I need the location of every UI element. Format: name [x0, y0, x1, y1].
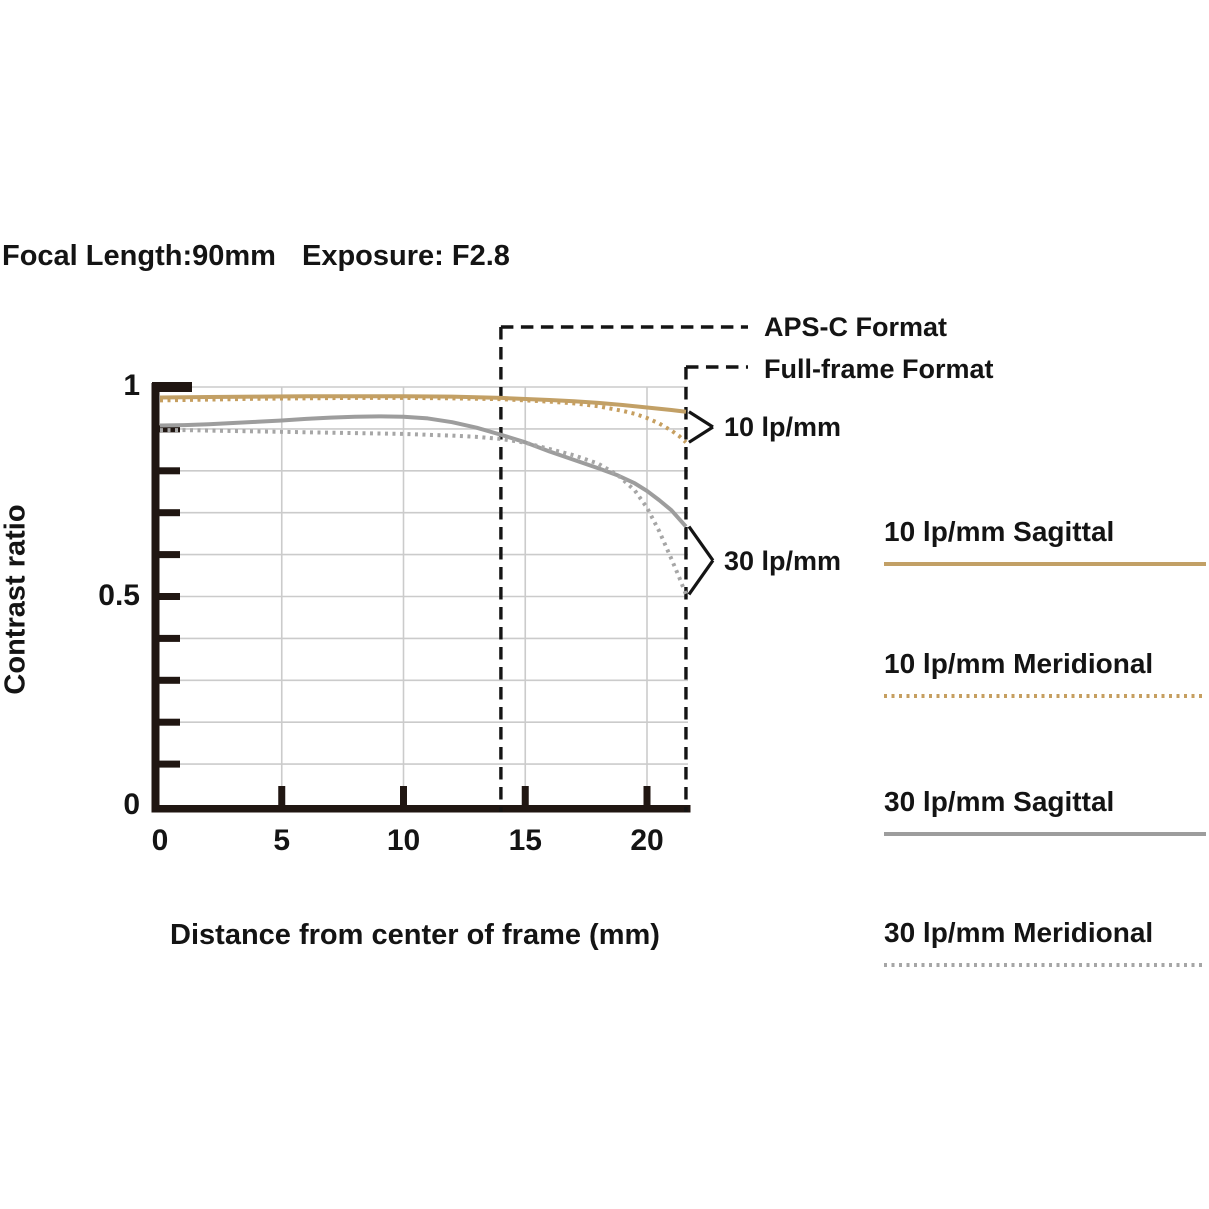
legend-line-sample [884, 832, 1206, 836]
plot-axes [151, 383, 691, 813]
y-tick [158, 634, 180, 642]
x-tick [643, 786, 651, 805]
x-tick-label: 10 [386, 824, 421, 857]
plot-ticks [152, 382, 651, 805]
y-tick-label: 1 [123, 369, 140, 402]
legend-line-sample [884, 562, 1206, 566]
y-tick [158, 509, 180, 517]
y-tick [158, 760, 180, 768]
x-axis-label: Distance from center of frame (mm) [170, 919, 660, 951]
curve-group-label-30lpmm: 30 lp/mm [724, 546, 842, 576]
bracket-line [688, 410, 714, 429]
legend-item: 30 lp/mm Sagittal [884, 786, 1208, 836]
legend-line-sample [884, 963, 1206, 967]
format-boundary-lines [499, 325, 748, 812]
legend-label: 30 lp/mm Sagittal [884, 786, 1115, 817]
bracket-line [687, 559, 715, 596]
x-tick [400, 786, 407, 805]
legend-label: 10 lp/mm Meridional [884, 648, 1154, 679]
legend-line-sample [884, 694, 1206, 698]
y-tick [158, 676, 180, 684]
y-tick-label: 0 [123, 788, 140, 821]
bracket-line [688, 425, 714, 444]
mtf-curves [159, 394, 688, 596]
legend-item: 10 lp/mm Sagittal [884, 516, 1208, 566]
curve-group-label-10lpmm: 10 lp/mm [724, 412, 842, 442]
legend-item: 10 lp/mm Meridional [884, 648, 1208, 698]
y-tick [158, 593, 180, 600]
plot-gridlines [158, 386, 688, 805]
bracket-line [687, 525, 715, 562]
x-axis-line [151, 805, 691, 813]
x-tick-label: 20 [630, 824, 664, 857]
curve-label-brackets [687, 410, 715, 596]
full-frame-format-label: Full-frame Format [764, 354, 994, 384]
x-tick-label: 15 [508, 824, 542, 857]
legend-item: 30 lp/mm Meridional [884, 917, 1208, 967]
legend-label: 30 lp/mm Meridional [884, 917, 1154, 948]
y-axis-line [151, 383, 160, 812]
x-tick [278, 786, 286, 805]
curve-10lpmm-meridional [159, 395, 688, 444]
legend-label: 10 lp/mm Sagittal [884, 516, 1115, 547]
curve-10lpmm-sagittal [159, 394, 687, 414]
y-tick [158, 718, 180, 726]
y-tick [158, 551, 180, 559]
y-tick-major [152, 382, 192, 392]
y-tick-label: 0.5 [98, 578, 140, 612]
x-tick-label: 0 [151, 824, 169, 857]
exposure-title: Exposure: F2.8 [302, 240, 510, 272]
focal-length-title: Focal Length:90mm [2, 240, 276, 272]
legend: 10 lp/mm Sagittal 10 lp/mm Meridional 30… [884, 0, 1208, 1209]
x-tick-label: 5 [273, 824, 291, 857]
y-tick [158, 467, 180, 475]
aps-c-format-label: APS-C Format [764, 312, 948, 342]
curve-30lpmm-sagittal [159, 414, 688, 528]
y-axis-label: Contrast ratio [0, 504, 32, 695]
x-tick [521, 786, 529, 805]
